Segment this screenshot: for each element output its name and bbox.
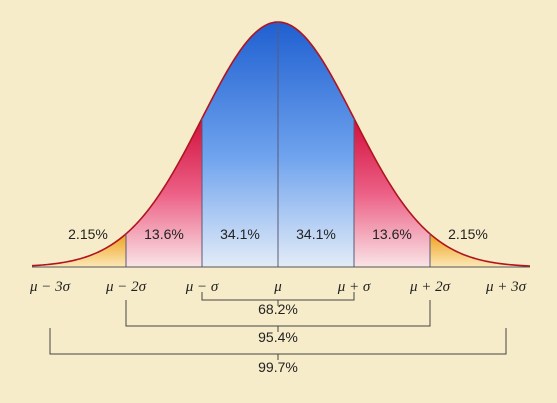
- region-labels: 2.15% 13.6% 34.1% 34.1% 13.6% 2.15%: [68, 226, 488, 242]
- region-label: 2.15%: [448, 226, 488, 242]
- bracket-label: 68.2%: [258, 301, 298, 317]
- region-label: 34.1%: [220, 226, 260, 242]
- region-label: 34.1%: [296, 226, 336, 242]
- tick-label: μ − 3σ: [29, 279, 71, 295]
- tick-label: μ − 2σ: [105, 279, 147, 295]
- bracket-label: 99.7%: [258, 359, 298, 375]
- region-label: 13.6%: [144, 226, 184, 242]
- region-label: 2.15%: [68, 226, 108, 242]
- tick-label: μ + 3σ: [485, 279, 527, 295]
- bracket-label: 95.4%: [258, 329, 298, 345]
- x-axis: μ − 3σ μ − 2σ μ − σ μ μ + σ μ + 2σ μ + 3σ: [29, 266, 530, 295]
- region-fill-5: [430, 233, 506, 267]
- normal-curve: [31, 21, 531, 267]
- tick-label: μ: [273, 279, 282, 295]
- tick-label: μ − σ: [185, 279, 219, 295]
- region-fill-0: [50, 233, 126, 267]
- curve-layer: [31, 21, 531, 267]
- tick-label: μ + 2σ: [409, 279, 451, 295]
- range-brackets: 68.2% 95.4% 99.7%: [49, 292, 507, 375]
- region-label: 13.6%: [372, 226, 412, 242]
- tick-label: μ + σ: [337, 279, 371, 295]
